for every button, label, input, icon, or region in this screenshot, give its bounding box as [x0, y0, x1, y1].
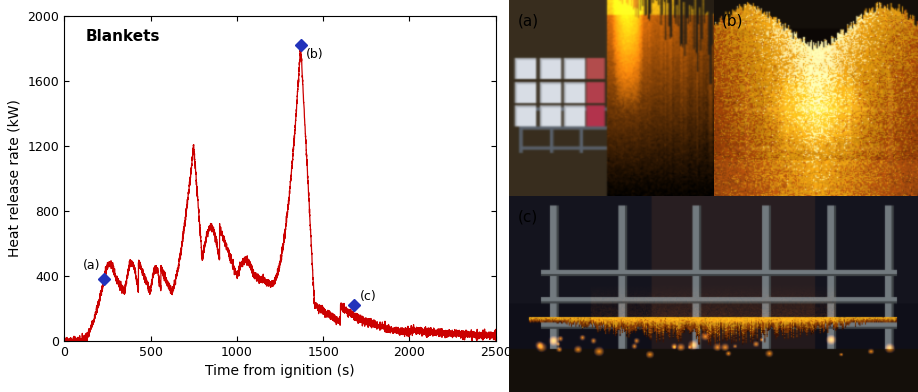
Text: (a): (a)	[518, 14, 539, 29]
Text: (c): (c)	[359, 290, 376, 303]
Text: Blankets: Blankets	[86, 29, 161, 44]
Text: (b): (b)	[306, 48, 323, 61]
Text: (c): (c)	[518, 210, 538, 225]
X-axis label: Time from ignition (s): Time from ignition (s)	[206, 365, 354, 378]
Y-axis label: Heat release rate (kW): Heat release rate (kW)	[8, 100, 22, 257]
Text: (a): (a)	[84, 260, 101, 272]
Text: (b): (b)	[722, 14, 744, 29]
